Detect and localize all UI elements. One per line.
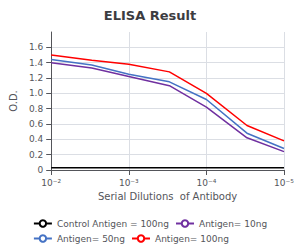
svg-text:1.6: 1.6 xyxy=(29,42,44,52)
svg-text:0: 0 xyxy=(37,165,43,175)
svg-text:0.6: 0.6 xyxy=(29,119,44,129)
svg-text:1.2: 1.2 xyxy=(29,73,43,83)
svg-text:Antigen= 10ng: Antigen= 10ng xyxy=(199,219,267,229)
svg-text:10⁻³: 10⁻³ xyxy=(119,178,139,188)
svg-text:0.4: 0.4 xyxy=(29,134,44,144)
svg-text:1.4: 1.4 xyxy=(29,58,44,68)
svg-text:10⁻²: 10⁻² xyxy=(41,178,61,188)
svg-text:O.D.: O.D. xyxy=(8,90,19,112)
svg-text:10⁻⁴: 10⁻⁴ xyxy=(196,178,216,188)
svg-text:10⁻⁵: 10⁻⁵ xyxy=(274,178,294,188)
svg-text:1.0: 1.0 xyxy=(29,88,44,98)
svg-text:Antigen= 100ng: Antigen= 100ng xyxy=(155,234,229,244)
svg-text:Antigen= 50ng: Antigen= 50ng xyxy=(57,234,125,244)
svg-text:ELISA Result: ELISA Result xyxy=(104,8,196,23)
svg-text:0.2: 0.2 xyxy=(29,150,43,160)
svg-text:Control Antigen = 100ng: Control Antigen = 100ng xyxy=(57,219,169,229)
svg-text:0.8: 0.8 xyxy=(29,104,44,114)
svg-text:Serial Dilutions of Antibody: Serial Dilutions of Antibody xyxy=(98,191,237,202)
